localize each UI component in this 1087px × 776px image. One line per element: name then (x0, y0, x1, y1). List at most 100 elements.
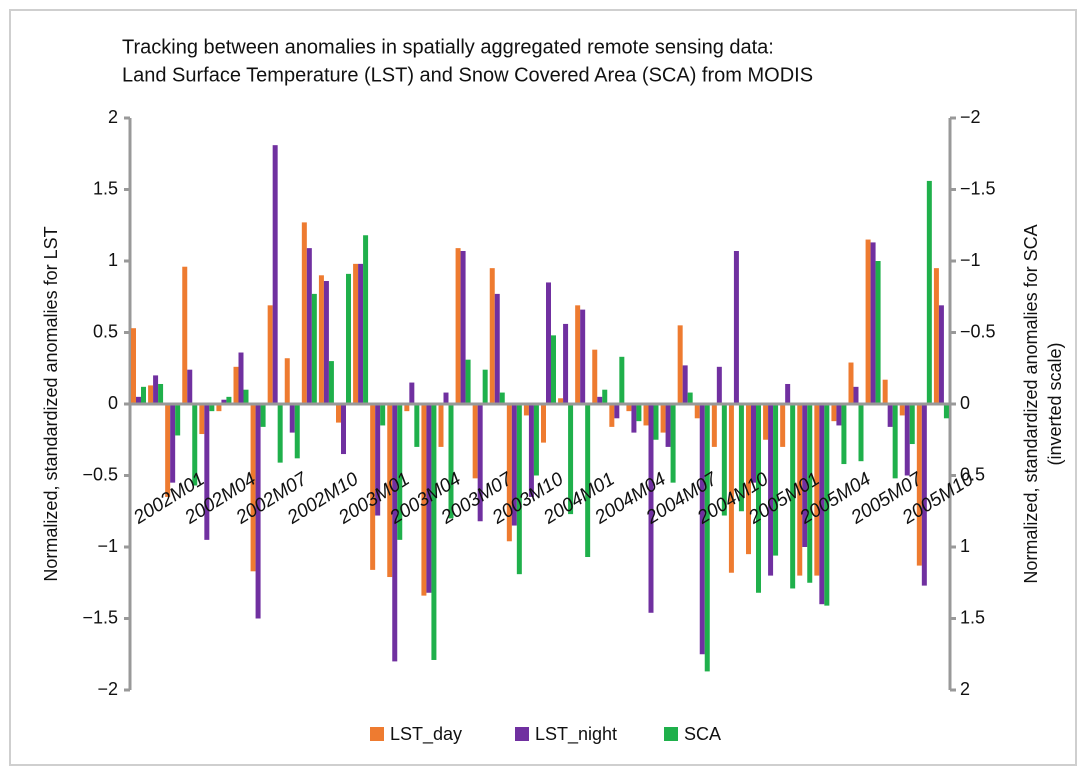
bar (614, 404, 620, 419)
y2-tick-label: 1 (960, 536, 970, 556)
bar (904, 404, 910, 476)
bar (756, 404, 761, 593)
bar (575, 305, 581, 404)
legend-label: LST_day (390, 724, 462, 745)
bar (597, 396, 603, 404)
bar (541, 404, 546, 443)
bar (306, 248, 312, 404)
bar (763, 404, 769, 440)
bar (568, 404, 574, 515)
bar (728, 404, 734, 573)
bar (175, 404, 181, 436)
bar (289, 404, 295, 433)
bar (648, 404, 654, 613)
bar (158, 383, 164, 404)
bar (733, 250, 739, 404)
bar (831, 404, 837, 422)
bar (250, 404, 256, 572)
bar (797, 404, 803, 576)
bar (938, 305, 944, 404)
bar (660, 404, 666, 433)
bar (392, 404, 398, 662)
bar (887, 404, 893, 427)
bar (267, 305, 273, 404)
frame (9, 9, 1077, 766)
bar (431, 404, 437, 660)
bar (182, 266, 188, 404)
y-tick-label: 1 (108, 250, 118, 270)
bar (848, 362, 854, 404)
bar (746, 404, 751, 555)
bar (387, 404, 393, 578)
bar (853, 386, 859, 404)
bar (192, 404, 198, 486)
bar (790, 404, 796, 589)
bar (858, 404, 864, 462)
bar (921, 404, 927, 586)
bar (699, 404, 705, 655)
bar (716, 366, 722, 404)
y2-tick-label: 1.5 (960, 607, 985, 627)
bar (780, 404, 786, 447)
bar (909, 404, 915, 445)
bar (768, 404, 774, 576)
bar (807, 404, 813, 583)
bar (773, 404, 779, 556)
bar (209, 404, 215, 412)
bar (380, 404, 386, 426)
bar (284, 358, 290, 404)
y2-axis-label: Normalized, standardized anomalies for S… (1021, 224, 1041, 583)
bar (141, 386, 146, 404)
bar (528, 404, 534, 497)
bar (875, 261, 881, 404)
bar (546, 282, 551, 404)
bar (943, 404, 949, 419)
bar (899, 404, 905, 416)
bar (933, 268, 939, 404)
bar (636, 404, 642, 422)
bar (704, 404, 710, 672)
bar (653, 404, 659, 440)
bar (443, 392, 449, 404)
bar (301, 222, 307, 404)
y2-tick-label: 0 (960, 393, 970, 413)
y-tick-label: 1.5 (93, 178, 118, 198)
bar (294, 404, 300, 459)
bar (438, 404, 444, 447)
bar (272, 145, 278, 405)
bar (255, 404, 261, 619)
bar (558, 398, 564, 404)
bar (824, 404, 830, 606)
bar (836, 404, 842, 426)
y-tick-label: −2 (97, 679, 118, 699)
bar (363, 235, 369, 404)
bar (682, 365, 688, 404)
bar (916, 404, 922, 566)
bar (711, 404, 717, 447)
y2-tick-label: 0.5 (960, 464, 985, 484)
bar (592, 349, 598, 404)
bar (482, 369, 488, 404)
bar (465, 359, 471, 404)
bar (670, 404, 676, 483)
bar (551, 335, 556, 404)
bar (477, 404, 483, 522)
bar (814, 404, 820, 576)
bar (694, 404, 700, 419)
bar (506, 404, 512, 542)
y2-tick-label: 2 (960, 679, 970, 699)
y-tick-label: 0 (108, 393, 118, 413)
bar (533, 404, 539, 476)
bar (409, 382, 415, 404)
y2-axis-label: (inverted scale) (1045, 342, 1065, 465)
bar (404, 404, 410, 412)
bar (311, 293, 317, 404)
bar (455, 248, 461, 404)
bar (260, 404, 266, 427)
chart-title: Tracking between anomalies in spatially … (122, 36, 774, 58)
bar (170, 404, 176, 483)
bar (216, 404, 222, 412)
bar (499, 392, 505, 404)
bar (523, 404, 529, 416)
